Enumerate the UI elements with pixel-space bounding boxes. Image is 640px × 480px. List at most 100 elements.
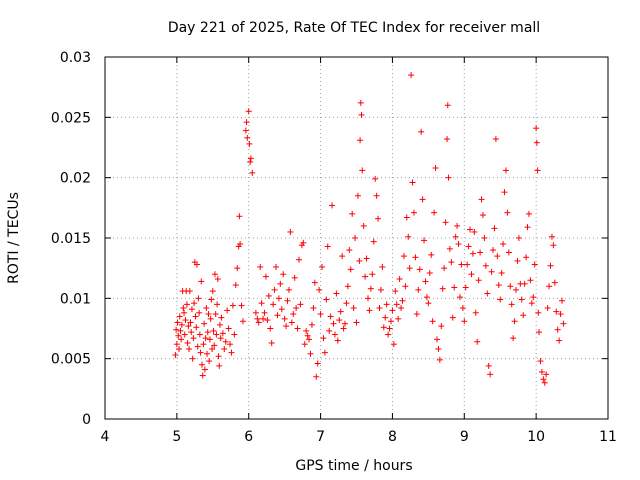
data-point	[400, 253, 407, 260]
data-point	[215, 353, 222, 360]
x-tick-label: 8	[388, 429, 397, 445]
data-point	[474, 338, 481, 345]
data-point	[547, 262, 554, 269]
data-point	[216, 321, 223, 328]
data-point	[433, 336, 440, 343]
data-point	[362, 273, 369, 280]
data-point	[491, 225, 498, 232]
data-point	[186, 288, 193, 295]
data-point	[357, 137, 364, 144]
data-point	[273, 263, 280, 270]
data-point	[254, 315, 261, 322]
data-point	[431, 209, 438, 216]
data-point	[224, 307, 231, 314]
data-point	[488, 268, 495, 275]
data-point	[175, 332, 182, 339]
data-point	[189, 355, 196, 362]
data-point	[265, 292, 272, 299]
data-point	[211, 271, 218, 278]
data-point	[442, 219, 449, 226]
data-point	[323, 296, 330, 303]
data-point	[281, 315, 288, 322]
data-point	[492, 136, 499, 143]
data-point	[551, 279, 558, 286]
data-point	[349, 210, 356, 217]
data-point	[500, 241, 507, 248]
data-point	[301, 341, 308, 348]
data-point	[478, 196, 485, 203]
data-point	[479, 212, 486, 219]
data-point	[193, 261, 200, 268]
data-point	[307, 350, 314, 357]
data-point	[525, 210, 532, 217]
data-point	[357, 99, 364, 106]
data-point	[320, 335, 327, 342]
data-point	[405, 233, 412, 240]
data-point	[313, 373, 320, 380]
data-point	[217, 335, 224, 342]
data-point	[461, 318, 468, 325]
data-point	[358, 111, 365, 118]
data-point	[546, 283, 553, 290]
data-point	[198, 278, 205, 285]
data-point	[387, 318, 394, 325]
data-point	[432, 165, 439, 172]
x-tick-label: 6	[244, 429, 253, 445]
data-point	[441, 265, 448, 272]
data-point	[206, 336, 213, 343]
data-point	[537, 358, 544, 365]
data-point	[444, 136, 451, 143]
data-point	[543, 371, 550, 378]
data-point	[375, 215, 382, 222]
data-point	[451, 284, 458, 291]
data-point	[196, 331, 203, 338]
data-point	[456, 294, 463, 301]
data-point	[514, 257, 521, 264]
data-point	[352, 235, 359, 241]
data-point	[408, 72, 415, 79]
data-point	[172, 352, 179, 359]
x-tick-label: 7	[316, 429, 325, 445]
data-point	[210, 327, 217, 334]
data-point	[212, 311, 219, 318]
data-point	[498, 269, 505, 276]
data-point	[211, 342, 218, 349]
data-point	[439, 285, 446, 292]
data-point	[190, 335, 197, 342]
data-point	[310, 304, 317, 311]
data-point	[204, 329, 211, 336]
data-point	[490, 247, 497, 254]
x-axis-label: GPS time / hours	[295, 458, 412, 474]
data-point	[287, 228, 294, 235]
data-point	[559, 297, 566, 304]
data-point	[192, 313, 199, 320]
data-point	[236, 213, 243, 220]
data-point	[222, 338, 229, 345]
y-tick-label: 0.025	[51, 110, 91, 126]
data-point	[258, 300, 265, 307]
data-point	[364, 295, 371, 302]
data-point	[501, 189, 508, 196]
data-point	[520, 312, 527, 319]
data-point	[527, 277, 534, 284]
data-point	[196, 309, 203, 316]
data-point	[418, 128, 425, 135]
data-point	[204, 350, 211, 357]
data-point	[523, 254, 530, 261]
data-point	[369, 271, 376, 278]
data-point	[242, 127, 249, 134]
data-point	[356, 257, 363, 264]
data-point	[321, 349, 328, 356]
data-point	[176, 313, 183, 320]
data-point	[199, 361, 206, 368]
data-point	[185, 323, 192, 330]
data-point	[193, 324, 200, 331]
data-point	[203, 304, 210, 311]
data-point	[285, 286, 292, 293]
data-point	[419, 196, 426, 203]
data-point	[199, 372, 206, 379]
data-point	[300, 239, 307, 246]
data-point	[216, 362, 223, 369]
data-point	[336, 317, 343, 324]
